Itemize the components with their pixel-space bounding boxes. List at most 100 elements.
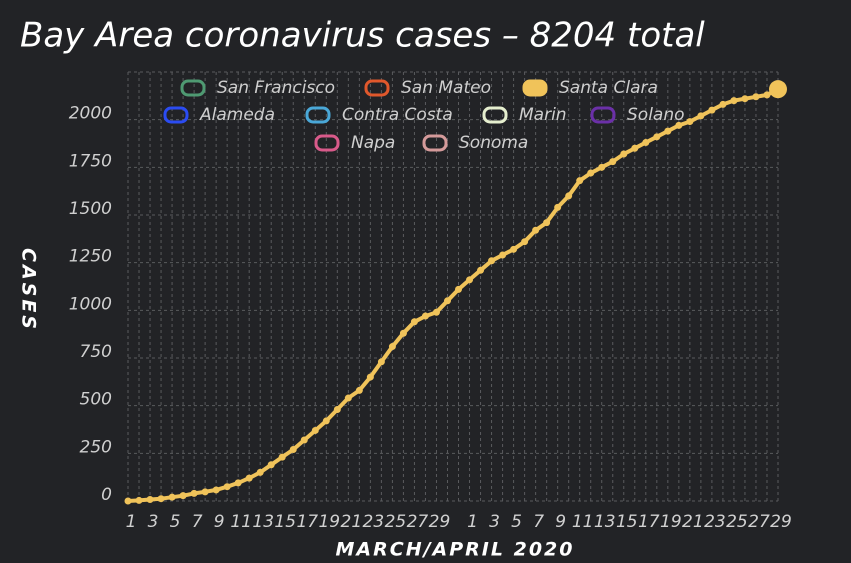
legend-swatch xyxy=(314,134,340,152)
data-point xyxy=(675,121,683,129)
data-point xyxy=(686,118,694,126)
x-tick-label: 1 xyxy=(467,512,478,532)
legend-swatch xyxy=(590,106,616,124)
legend-item[interactable]: San Mateo xyxy=(364,78,491,98)
data-point xyxy=(388,343,396,351)
legend-item[interactable]: Contra Costa xyxy=(305,105,453,125)
data-point xyxy=(355,386,363,394)
data-point xyxy=(300,436,308,444)
data-point xyxy=(719,100,727,108)
data-point xyxy=(245,474,253,482)
x-tick-label: 9 xyxy=(555,512,566,532)
x-tick-label: 21 xyxy=(682,512,704,532)
legend-item[interactable]: Santa Clara xyxy=(522,78,658,98)
data-point xyxy=(466,276,474,284)
data-point xyxy=(179,492,187,500)
x-tick-label: 21 xyxy=(341,512,363,532)
data-point xyxy=(124,497,132,505)
x-tick-label: 25 xyxy=(385,512,407,532)
legend-item[interactable]: Alameda xyxy=(163,105,275,125)
y-tick-label: 0 xyxy=(101,485,112,505)
data-point xyxy=(443,297,451,305)
data-point xyxy=(653,133,661,141)
legend-swatch xyxy=(364,79,390,97)
data-point xyxy=(598,163,606,171)
x-tick-label: 5 xyxy=(511,512,522,532)
legend-item[interactable]: Sonoma xyxy=(422,133,528,153)
legend-label: Contra Costa xyxy=(342,105,453,125)
x-tick-label: 13 xyxy=(594,512,616,532)
x-tick-label: 11 xyxy=(230,512,252,532)
x-tick-label: 15 xyxy=(616,512,638,532)
data-point xyxy=(212,486,220,494)
legend-item[interactable]: Marin xyxy=(482,105,567,125)
y-tick-label: 1250 xyxy=(69,247,112,267)
legend-item[interactable]: Napa xyxy=(314,133,395,153)
x-tick-label: 5 xyxy=(170,512,181,532)
x-tick-label: 11 xyxy=(572,512,594,532)
legend-label: Napa xyxy=(351,133,395,153)
data-point xyxy=(763,91,771,99)
data-point xyxy=(631,144,639,152)
legend-label: Solano xyxy=(627,105,685,125)
data-point xyxy=(432,308,440,316)
data-point xyxy=(366,373,374,381)
legend-label: San Mateo xyxy=(401,78,491,98)
data-point xyxy=(730,97,738,105)
data-point xyxy=(565,192,573,200)
legend-swatch xyxy=(305,106,331,124)
data-point xyxy=(455,285,463,293)
x-tick-label: 23 xyxy=(704,512,726,532)
data-point xyxy=(510,245,518,253)
x-tick-label: 3 xyxy=(148,512,159,532)
x-tick-label: 15 xyxy=(274,512,296,532)
data-point xyxy=(554,203,562,211)
y-tick-label: 750 xyxy=(80,342,112,362)
legend-item[interactable]: San Francisco xyxy=(180,78,335,98)
x-tick-label: 9 xyxy=(214,512,225,532)
legend-item[interactable]: Solano xyxy=(590,105,685,125)
data-point xyxy=(333,405,341,413)
data-point xyxy=(157,495,165,503)
data-point xyxy=(741,95,749,103)
data-point xyxy=(609,158,617,166)
data-point xyxy=(752,93,760,101)
x-tick-label: 13 xyxy=(252,512,274,532)
legend-swatch xyxy=(180,79,206,97)
data-point xyxy=(311,426,319,434)
data-point xyxy=(234,479,242,487)
data-point xyxy=(377,358,385,366)
data-point xyxy=(267,461,275,469)
data-point xyxy=(769,80,787,99)
data-point xyxy=(190,489,198,497)
x-tick-label: 25 xyxy=(726,512,748,532)
legend-swatch xyxy=(163,106,189,124)
x-tick-label: 23 xyxy=(363,512,385,532)
x-tick-label: 3 xyxy=(489,512,500,532)
data-point xyxy=(289,446,297,454)
y-tick-label: 500 xyxy=(80,390,112,410)
data-point xyxy=(399,329,407,337)
x-axis-label: MARCH/APRIL 2020 xyxy=(336,539,575,561)
x-tick-label: 1 xyxy=(126,512,137,532)
data-point xyxy=(146,495,154,503)
data-point xyxy=(421,312,429,320)
legend-swatch xyxy=(482,106,508,124)
y-tick-label: 2000 xyxy=(69,104,112,124)
x-tick-label: 27 xyxy=(407,512,429,532)
data-point xyxy=(499,251,507,259)
data-point xyxy=(642,139,650,147)
y-tick-label: 1000 xyxy=(69,294,112,314)
chart-title: Bay Area coronavirus cases – 8204 total xyxy=(20,16,705,56)
x-tick-label: 29 xyxy=(770,512,792,532)
x-tick-label: 19 xyxy=(660,512,682,532)
x-tick-label: 29 xyxy=(429,512,451,532)
data-point xyxy=(168,493,176,501)
data-point xyxy=(532,226,540,234)
x-tick-label: 17 xyxy=(638,512,660,532)
data-point xyxy=(543,219,551,227)
legend-label: Marin xyxy=(519,105,567,125)
legend-label: Sonoma xyxy=(459,133,528,153)
data-point xyxy=(223,483,231,491)
